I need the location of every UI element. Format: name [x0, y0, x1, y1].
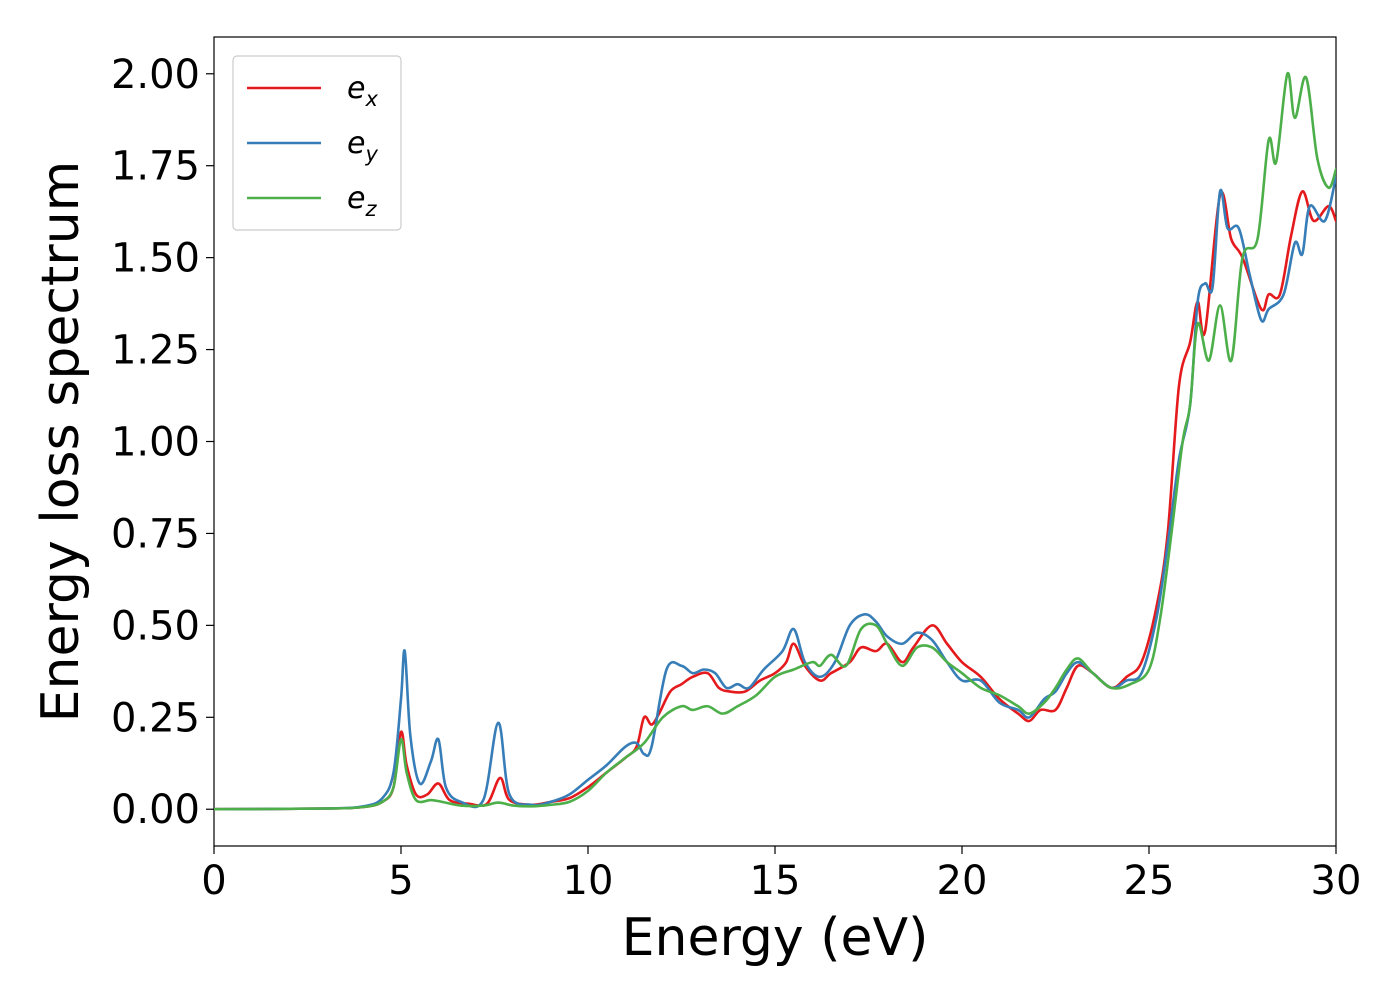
- y-axis-label: Energy loss spectrum: [31, 161, 91, 723]
- y-tick-label: 1.00: [111, 420, 200, 466]
- y-tick-label: 1.25: [111, 328, 200, 374]
- y-tick-label: 2.00: [111, 52, 200, 98]
- x-tick-label: 30: [1311, 858, 1362, 904]
- y-tick-label: 1.75: [111, 144, 200, 190]
- x-tick-label: 25: [1124, 858, 1175, 904]
- y-tick-label: 0.50: [111, 603, 200, 649]
- series-line-e-x: [214, 190, 1336, 811]
- x-tick-label: 0: [201, 858, 226, 904]
- x-axis-label: Energy (eV): [622, 908, 929, 968]
- series-line-e-y: [214, 175, 1336, 811]
- y-tick-label: 0.00: [111, 787, 200, 833]
- x-tick-label: 5: [388, 858, 413, 904]
- series-layer: [214, 72, 1336, 811]
- x-tick-label: 15: [750, 858, 801, 904]
- y-axis: 0.00 0.25 0.50 0.75 1.00 1.25 1.50 1.75 2.00: [111, 52, 214, 833]
- x-tick-label: 20: [937, 858, 988, 904]
- series-line-e-z: [214, 72, 1336, 811]
- y-tick-label: 0.75: [111, 511, 200, 557]
- y-tick-label: 0.25: [111, 695, 200, 741]
- x-tick-label: 10: [563, 858, 614, 904]
- x-axis: 0 5 10 15 20 25 30: [201, 846, 1361, 904]
- y-tick-label: 1.50: [111, 236, 200, 282]
